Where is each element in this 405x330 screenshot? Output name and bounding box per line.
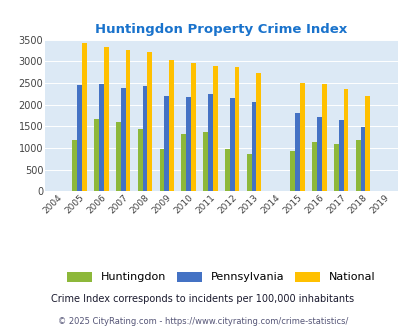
Bar (147, 52, 152, 191)
Bar (202, 132, 207, 191)
Bar (234, 67, 239, 191)
Bar (256, 74, 260, 191)
Bar (311, 142, 316, 191)
Bar (321, 84, 326, 191)
Bar (364, 96, 369, 191)
Title: Huntingdon Property Crime Index: Huntingdon Property Crime Index (95, 23, 347, 36)
Bar (120, 88, 125, 191)
Bar (99, 84, 104, 191)
Bar (224, 149, 229, 191)
Bar (229, 98, 234, 191)
Bar (164, 96, 169, 191)
Legend: Huntingdon, Pennsylvania, National: Huntingdon, Pennsylvania, National (64, 268, 377, 286)
Bar (159, 149, 164, 191)
Bar (125, 50, 130, 191)
Bar (169, 60, 173, 191)
Bar (116, 122, 120, 191)
Bar (77, 85, 82, 191)
Bar (186, 97, 190, 191)
Bar (181, 134, 186, 191)
Bar (82, 43, 87, 191)
Bar (212, 66, 217, 191)
Bar (190, 63, 195, 191)
Bar (338, 120, 343, 191)
Bar (207, 94, 212, 191)
Bar (360, 127, 364, 191)
Bar (72, 140, 77, 191)
Bar (137, 129, 142, 191)
Bar (299, 83, 304, 191)
Bar (294, 113, 299, 191)
Text: © 2025 CityRating.com - https://www.cityrating.com/crime-statistics/: © 2025 CityRating.com - https://www.city… (58, 317, 347, 326)
Bar (94, 118, 99, 191)
Bar (333, 144, 338, 191)
Bar (355, 140, 360, 191)
Bar (246, 154, 251, 191)
Bar (142, 86, 147, 191)
Bar (290, 150, 294, 191)
Text: Crime Index corresponds to incidents per 100,000 inhabitants: Crime Index corresponds to incidents per… (51, 294, 354, 304)
Bar (343, 89, 347, 191)
Bar (104, 47, 108, 191)
Bar (251, 102, 256, 191)
Bar (316, 117, 321, 191)
